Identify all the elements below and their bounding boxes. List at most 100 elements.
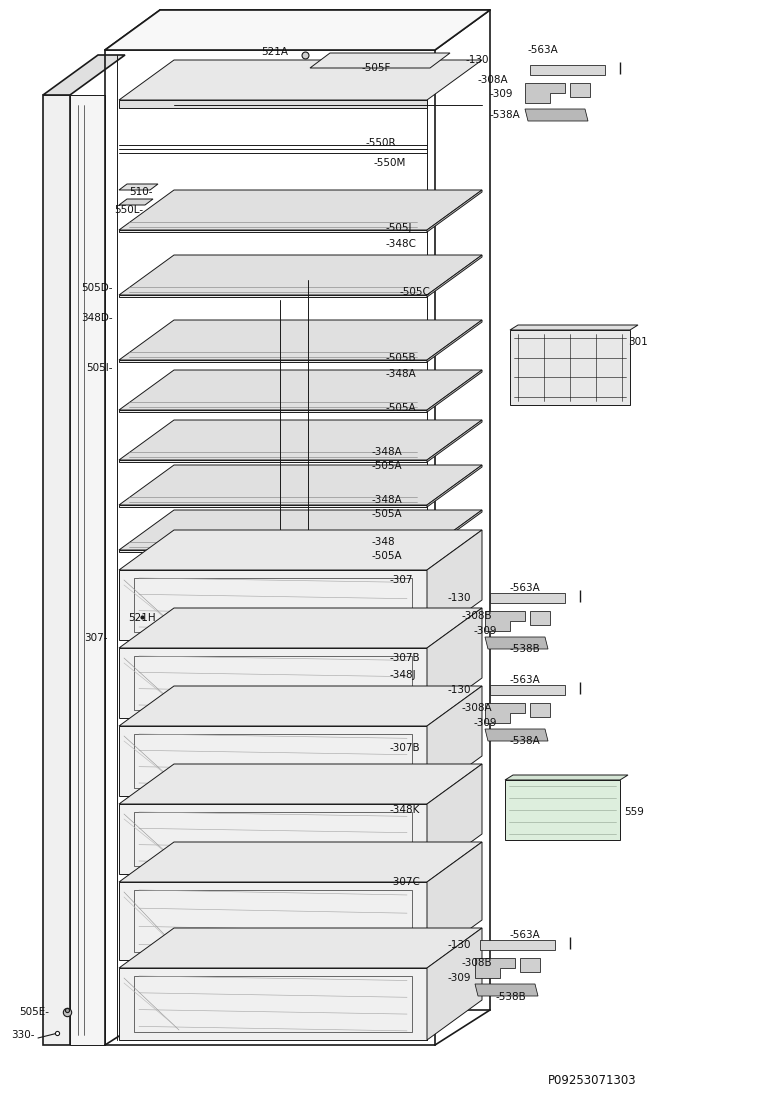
Polygon shape	[119, 686, 482, 726]
Polygon shape	[70, 95, 105, 1045]
Polygon shape	[119, 570, 427, 640]
Polygon shape	[427, 842, 482, 960]
Text: -505A: -505A	[372, 461, 403, 471]
Text: -538B: -538B	[510, 644, 540, 654]
Text: 550L-: 550L-	[114, 205, 143, 214]
Polygon shape	[119, 410, 427, 412]
Polygon shape	[119, 608, 482, 648]
Polygon shape	[490, 685, 565, 695]
Text: 505I-: 505I-	[86, 363, 113, 373]
Polygon shape	[119, 420, 482, 460]
Text: -348A: -348A	[385, 368, 416, 379]
Text: -308B: -308B	[461, 958, 491, 968]
Text: -309: -309	[474, 626, 497, 636]
Text: -505A: -505A	[372, 509, 403, 519]
Polygon shape	[427, 255, 482, 297]
Text: -309: -309	[448, 974, 472, 983]
Polygon shape	[119, 726, 427, 796]
Text: -307: -307	[390, 575, 413, 585]
Polygon shape	[119, 764, 482, 804]
Text: 559: 559	[624, 807, 644, 817]
Polygon shape	[119, 320, 482, 360]
Polygon shape	[510, 324, 638, 330]
Text: -538A: -538A	[510, 736, 540, 746]
Text: -348A: -348A	[372, 447, 403, 456]
Text: -307C: -307C	[390, 877, 421, 887]
Polygon shape	[427, 370, 482, 412]
Text: -505A: -505A	[385, 403, 416, 412]
Polygon shape	[119, 60, 482, 100]
Polygon shape	[485, 703, 525, 723]
Text: -308B: -308B	[461, 610, 491, 621]
Polygon shape	[510, 330, 630, 405]
Text: -563A: -563A	[510, 583, 540, 593]
Polygon shape	[119, 360, 427, 362]
Polygon shape	[525, 109, 588, 121]
Text: -505A: -505A	[372, 551, 403, 561]
Polygon shape	[119, 648, 427, 718]
Polygon shape	[427, 420, 482, 462]
Text: -309: -309	[474, 718, 497, 728]
Text: -308A: -308A	[478, 75, 509, 85]
Text: -348C: -348C	[385, 239, 416, 249]
Text: -505F: -505F	[362, 63, 391, 73]
Polygon shape	[119, 295, 427, 297]
Text: 505D-: 505D-	[82, 283, 113, 293]
Polygon shape	[119, 199, 153, 205]
Polygon shape	[43, 55, 125, 95]
Polygon shape	[480, 940, 555, 950]
Polygon shape	[520, 958, 540, 972]
Polygon shape	[427, 320, 482, 362]
Polygon shape	[43, 95, 70, 1045]
Text: -505B: -505B	[385, 353, 416, 363]
Polygon shape	[119, 530, 482, 570]
Polygon shape	[119, 842, 482, 882]
Text: -538A: -538A	[490, 110, 521, 120]
Polygon shape	[427, 764, 482, 875]
Polygon shape	[525, 82, 565, 103]
Polygon shape	[475, 984, 538, 996]
Polygon shape	[505, 776, 628, 780]
Polygon shape	[119, 968, 427, 1040]
Text: -130: -130	[448, 685, 472, 695]
Text: -563A: -563A	[527, 45, 558, 55]
Text: -307B: -307B	[390, 742, 421, 754]
Text: 505E-: 505E-	[19, 1006, 49, 1018]
Polygon shape	[427, 608, 482, 718]
Polygon shape	[105, 10, 490, 49]
Text: -538B: -538B	[495, 992, 526, 1002]
Polygon shape	[119, 255, 482, 295]
Polygon shape	[119, 190, 482, 230]
Text: P09253071303: P09253071303	[548, 1074, 637, 1087]
Polygon shape	[530, 65, 605, 75]
Polygon shape	[310, 53, 450, 68]
Polygon shape	[119, 550, 427, 552]
Text: -130: -130	[448, 593, 472, 603]
Polygon shape	[119, 465, 482, 505]
Polygon shape	[427, 465, 482, 507]
Text: 521H: 521H	[128, 613, 156, 623]
Polygon shape	[530, 703, 550, 717]
Polygon shape	[427, 510, 482, 552]
Text: -348J: -348J	[390, 670, 416, 680]
Polygon shape	[119, 505, 427, 507]
Polygon shape	[119, 510, 482, 550]
Text: -348A: -348A	[372, 495, 403, 505]
Polygon shape	[475, 958, 515, 978]
Polygon shape	[530, 610, 550, 625]
Text: -550R: -550R	[365, 138, 396, 148]
Text: -505C: -505C	[400, 287, 431, 297]
Text: 307-: 307-	[85, 632, 108, 644]
Polygon shape	[427, 686, 482, 796]
Polygon shape	[119, 460, 427, 462]
Polygon shape	[119, 882, 427, 960]
Text: -505J: -505J	[385, 223, 412, 233]
Polygon shape	[119, 230, 427, 232]
Polygon shape	[119, 928, 482, 968]
Text: -307B: -307B	[390, 653, 421, 663]
Polygon shape	[427, 530, 482, 640]
Polygon shape	[485, 610, 525, 631]
Text: 348D-: 348D-	[81, 314, 113, 323]
Text: 510-: 510-	[129, 187, 153, 197]
Text: 521A: 521A	[261, 47, 288, 57]
